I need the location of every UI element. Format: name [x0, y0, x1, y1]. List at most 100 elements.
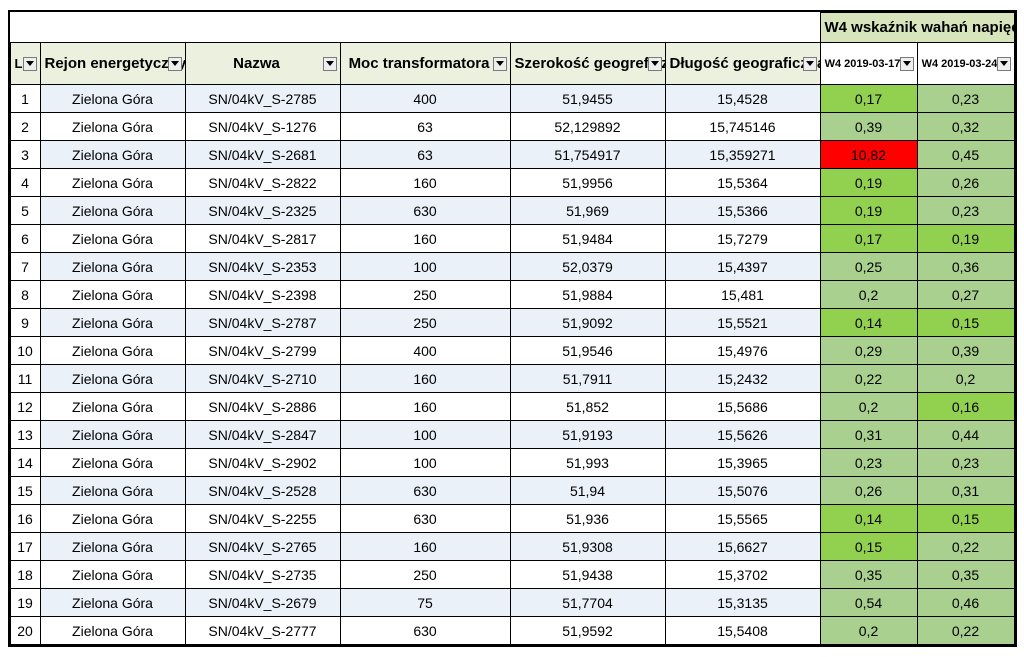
filter-icon[interactable] [493, 57, 507, 71]
cell-moc: 250 [340, 281, 510, 309]
cell-szer: 51,936 [510, 505, 665, 533]
cell-w4a: 0,19 [820, 197, 917, 225]
cell-szer: 51,9484 [510, 225, 665, 253]
header-group-row: W4 wskaźnik wahań napięcia [10, 13, 1014, 43]
cell-dlug: 15,5626 [665, 421, 820, 449]
cell-lp: 2 [10, 113, 40, 141]
cell-rejon: Zielona Góra [40, 113, 185, 141]
cell-szer: 51,9438 [510, 561, 665, 589]
cell-rejon: Zielona Góra [40, 141, 185, 169]
table-row: 8Zielona GóraSN/04kV_S-239825051,988415,… [10, 281, 1014, 309]
cell-w4b: 0,31 [917, 477, 1014, 505]
cell-moc: 400 [340, 85, 510, 113]
table-row: 2Zielona GóraSN/04kV_S-12766352,12989215… [10, 113, 1014, 141]
cell-dlug: 15,5364 [665, 169, 820, 197]
cell-szer: 51,969 [510, 197, 665, 225]
cell-w4a: 0,39 [820, 113, 917, 141]
cell-w4b: 0,45 [917, 141, 1014, 169]
cell-moc: 250 [340, 561, 510, 589]
col-szer[interactable]: Szerokość geogreficzna [510, 43, 665, 85]
table-container: W4 wskaźnik wahań napięcia LP Rejon ener… [8, 10, 1017, 647]
cell-w4a: 0,22 [820, 365, 917, 393]
cell-w4b: 0,23 [917, 85, 1014, 113]
filter-icon[interactable] [803, 57, 817, 71]
col-w4a[interactable]: W4 2019-03-17 [820, 43, 917, 85]
cell-rejon: Zielona Góra [40, 365, 185, 393]
filter-icon[interactable] [168, 57, 182, 71]
col-dlug[interactable]: Długość geograficzna [665, 43, 820, 85]
cell-nazwa: SN/04kV_S-2681 [185, 141, 340, 169]
filter-icon[interactable] [648, 57, 662, 71]
cell-nazwa: SN/04kV_S-2679 [185, 589, 340, 617]
table-row: 19Zielona GóraSN/04kV_S-26797551,770415,… [10, 589, 1014, 617]
cell-lp: 3 [10, 141, 40, 169]
cell-szer: 51,9884 [510, 281, 665, 309]
cell-szer: 51,9455 [510, 85, 665, 113]
cell-rejon: Zielona Góra [40, 281, 185, 309]
cell-rejon: Zielona Góra [40, 449, 185, 477]
cell-dlug: 15,3702 [665, 561, 820, 589]
cell-w4a: 10,82 [820, 141, 917, 169]
table-row: 18Zielona GóraSN/04kV_S-273525051,943815… [10, 561, 1014, 589]
cell-rejon: Zielona Góra [40, 197, 185, 225]
col-moc[interactable]: Moc transformatora [340, 43, 510, 85]
cell-szer: 51,993 [510, 449, 665, 477]
cell-szer: 51,852 [510, 393, 665, 421]
cell-w4b: 0,39 [917, 337, 1014, 365]
table-row: 17Zielona GóraSN/04kV_S-276516051,930815… [10, 533, 1014, 561]
table-row: 4Zielona GóraSN/04kV_S-282216051,995615,… [10, 169, 1014, 197]
col-rejon-label: Rejon energetyczny [45, 55, 186, 72]
cell-lp: 8 [10, 281, 40, 309]
cell-w4a: 0,2 [820, 281, 917, 309]
cell-w4b: 0,2 [917, 365, 1014, 393]
col-szer-label: Szerokość geogreficzna [515, 55, 666, 72]
table-row: 12Zielona GóraSN/04kV_S-288616051,85215,… [10, 393, 1014, 421]
cell-moc: 630 [340, 617, 510, 645]
cell-w4b: 0,27 [917, 281, 1014, 309]
cell-w4b: 0,35 [917, 561, 1014, 589]
cell-moc: 400 [340, 337, 510, 365]
table-row: 16Zielona GóraSN/04kV_S-225563051,93615,… [10, 505, 1014, 533]
col-lp[interactable]: LP [10, 43, 40, 85]
cell-szer: 51,94 [510, 477, 665, 505]
col-rejon[interactable]: Rejon energetyczny [40, 43, 185, 85]
cell-lp: 5 [10, 197, 40, 225]
cell-w4a: 0,2 [820, 617, 917, 645]
cell-w4a: 0,14 [820, 505, 917, 533]
cell-rejon: Zielona Góra [40, 533, 185, 561]
table-row: 3Zielona GóraSN/04kV_S-26816351,75491715… [10, 141, 1014, 169]
cell-lp: 4 [10, 169, 40, 197]
cell-nazwa: SN/04kV_S-2822 [185, 169, 340, 197]
cell-szer: 51,9956 [510, 169, 665, 197]
header-group-w4: W4 wskaźnik wahań napięcia [820, 13, 1014, 43]
filter-icon[interactable] [23, 57, 37, 71]
col-nazwa[interactable]: Nazwa [185, 43, 340, 85]
cell-moc: 630 [340, 477, 510, 505]
cell-moc: 160 [340, 393, 510, 421]
filter-icon[interactable] [900, 57, 914, 71]
cell-szer: 51,9092 [510, 309, 665, 337]
cell-rejon: Zielona Góra [40, 561, 185, 589]
cell-nazwa: SN/04kV_S-2765 [185, 533, 340, 561]
table-row: 14Zielona GóraSN/04kV_S-290210051,99315,… [10, 449, 1014, 477]
cell-lp: 17 [10, 533, 40, 561]
col-w4b[interactable]: W4 2019-03-24 [917, 43, 1014, 85]
cell-w4b: 0,44 [917, 421, 1014, 449]
table-row: 20Zielona GóraSN/04kV_S-277763051,959215… [10, 617, 1014, 645]
filter-icon[interactable] [323, 57, 337, 71]
col-moc-label: Moc transformatora [349, 55, 490, 72]
cell-w4a: 0,23 [820, 449, 917, 477]
cell-rejon: Zielona Góra [40, 393, 185, 421]
cell-lp: 11 [10, 365, 40, 393]
cell-nazwa: SN/04kV_S-2902 [185, 449, 340, 477]
cell-w4b: 0,32 [917, 113, 1014, 141]
col-w4b-label: W4 2019-03-24 [922, 58, 998, 70]
cell-w4b: 0,22 [917, 533, 1014, 561]
filter-icon[interactable] [997, 57, 1011, 71]
cell-w4b: 0,15 [917, 505, 1014, 533]
table-row: 15Zielona GóraSN/04kV_S-252863051,9415,5… [10, 477, 1014, 505]
cell-w4a: 0,17 [820, 225, 917, 253]
table-row: 10Zielona GóraSN/04kV_S-279940051,954615… [10, 337, 1014, 365]
cell-nazwa: SN/04kV_S-2325 [185, 197, 340, 225]
cell-w4b: 0,16 [917, 393, 1014, 421]
